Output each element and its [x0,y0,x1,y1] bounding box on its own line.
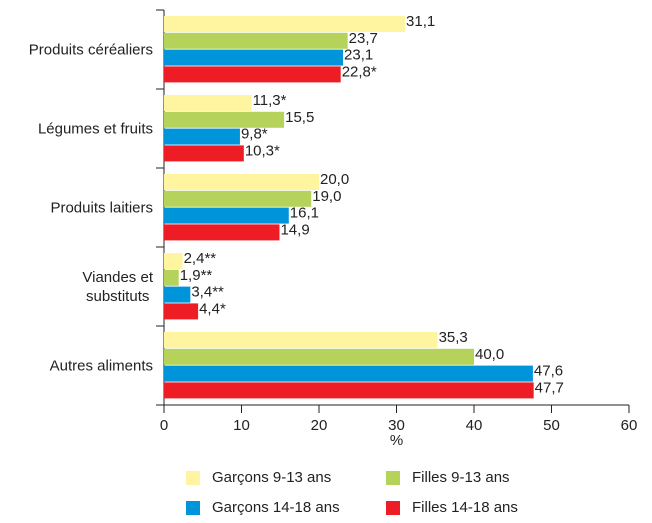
x-tick-label: 30 [388,417,405,434]
category-label: Autres aliments [49,357,153,374]
bar [164,49,344,66]
value-label: 10,3* [245,142,280,159]
bar [164,111,285,128]
value-label: 16,1 [290,205,319,222]
bar [164,253,183,269]
value-label: 47,7 [535,379,564,396]
bar [164,348,474,365]
legend-swatch [386,471,400,485]
legend-swatch [186,471,200,485]
value-label: 11,3* [253,92,287,109]
bar [164,145,244,162]
bar [164,95,252,111]
category-label: Viandes et substituts [82,268,153,305]
value-label: 31,1 [406,13,435,30]
value-label: 35,3 [439,329,468,346]
value-label: 23,1 [344,47,373,64]
bar [164,303,199,320]
value-label: 22,8* [342,63,377,80]
legend-swatch [186,501,200,515]
legend-swatch [386,501,400,515]
legend-label: Garçons 9-13 ans [212,469,331,486]
legend-label: Filles 14-18 ans [412,499,518,516]
category-label: Produits laitiers [50,199,153,216]
x-tick-label: 40 [466,417,483,434]
value-label: 19,0 [312,188,341,205]
bar [164,190,312,207]
x-tick-label: 50 [543,417,560,434]
value-label: 14,9 [280,221,309,238]
value-label: 20,0 [320,171,349,188]
legend-label: Garçons 14-18 ans [212,499,340,516]
bar [164,365,533,382]
value-label: 23,7 [349,30,378,47]
x-tick-label: 60 [621,417,638,434]
value-label: 47,6 [534,363,563,380]
category-label: Légumes et fruits [37,120,153,137]
x-tick-label: 0 [160,417,168,434]
bar [164,269,179,286]
bar [164,382,534,399]
category-label: Produits céréaliers [28,41,153,58]
bar [164,128,240,145]
x-tick-label: 10 [233,417,250,434]
bar [164,66,341,83]
bar [164,32,348,49]
bar [164,16,406,32]
value-label: 9,8* [241,126,268,143]
legend-label: Filles 9-13 ans [412,469,510,486]
bar [164,174,319,190]
value-label: 40,0 [475,346,504,363]
x-axis-label: % [390,432,403,449]
value-label: 2,4** [184,250,217,267]
bar [164,224,280,241]
value-label: 4,4* [199,300,226,317]
x-tick-label: 20 [311,417,328,434]
bar [164,286,191,303]
value-label: 15,5 [285,109,314,126]
bar [164,332,438,348]
bar [164,207,289,224]
value-label: 3,4** [191,284,224,301]
value-label: 1,9** [180,267,213,284]
